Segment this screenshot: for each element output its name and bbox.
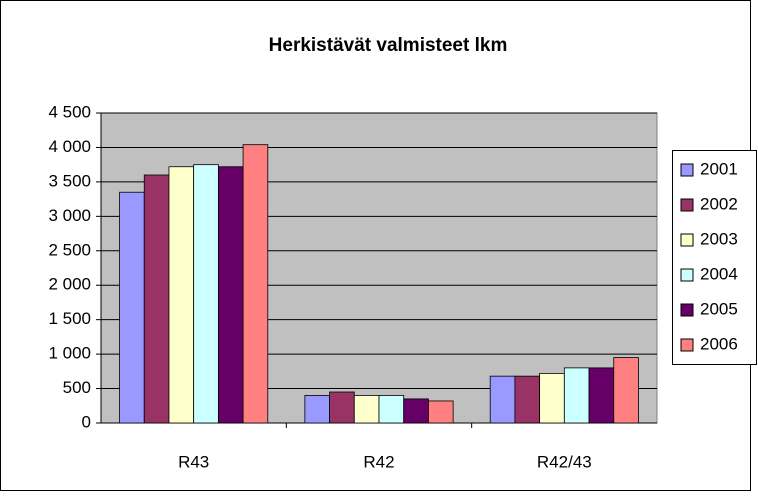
bar xyxy=(563,367,590,424)
bar xyxy=(329,391,355,424)
chart-title: Herkistävät valmisteet lkm xyxy=(269,35,508,56)
bar xyxy=(378,395,405,424)
legend-label: 2006 xyxy=(700,334,738,353)
legend xyxy=(672,150,757,365)
bar xyxy=(539,372,565,424)
y-tick-label: 0 xyxy=(82,412,91,431)
x-tick-label: R42 xyxy=(363,452,394,471)
y-tick-label: 3 500 xyxy=(48,171,91,190)
bar xyxy=(353,395,380,424)
y-tick-label: 1 500 xyxy=(48,309,91,328)
y-tick-label: 500 xyxy=(63,378,91,397)
bar xyxy=(428,400,454,424)
x-tick-label: R43 xyxy=(178,452,209,471)
bar xyxy=(193,164,219,424)
bar xyxy=(119,191,145,424)
legend-swatch xyxy=(680,198,694,212)
bar xyxy=(217,166,244,424)
legend-label: 2002 xyxy=(700,194,738,213)
bar xyxy=(489,375,516,424)
y-tick-label: 2 000 xyxy=(48,275,91,294)
bar xyxy=(403,398,429,424)
legend-swatch xyxy=(680,163,694,177)
legend-label: 2003 xyxy=(700,229,738,248)
y-tick-label: 4 000 xyxy=(48,137,91,156)
legend-label: 2001 xyxy=(700,159,738,178)
y-tick-label: 2 500 xyxy=(48,240,91,259)
legend-swatch xyxy=(680,233,694,247)
y-tick-label: 3 000 xyxy=(48,206,91,225)
bar xyxy=(588,367,615,424)
bar xyxy=(168,166,195,424)
bar xyxy=(143,174,170,424)
bar xyxy=(242,144,269,424)
x-tick-label: R42/43 xyxy=(537,452,592,471)
legend-label: 2004 xyxy=(700,264,738,283)
bar xyxy=(514,375,541,424)
legend-swatch xyxy=(680,338,694,352)
bar xyxy=(613,357,639,424)
legend-swatch xyxy=(680,303,694,317)
bar xyxy=(304,395,330,424)
legend-swatch xyxy=(680,268,694,282)
legend-label: 2005 xyxy=(700,299,738,318)
y-tick-label: 1 000 xyxy=(48,344,91,363)
y-tick-label: 4 500 xyxy=(48,102,91,121)
